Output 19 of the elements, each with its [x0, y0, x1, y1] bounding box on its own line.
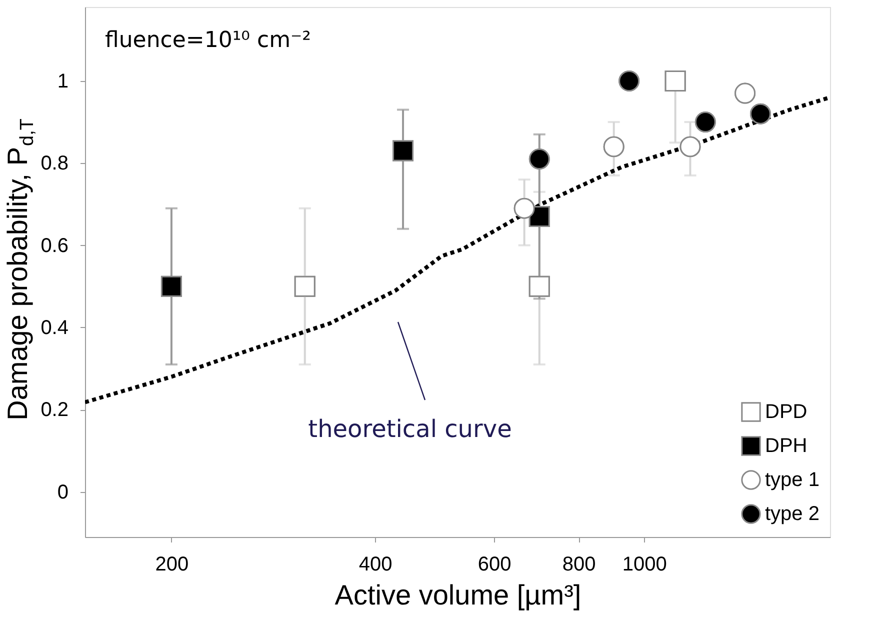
- x-tick-label: 600: [478, 554, 512, 576]
- legend-label: type 1: [765, 469, 820, 491]
- y-tick-label: 0.4: [40, 316, 68, 339]
- x-tick-label: 200: [155, 554, 189, 576]
- x-tick-label: 800: [562, 554, 596, 576]
- y-axis-title: Damage probability, Pd,T: [2, 118, 38, 420]
- x-tick-label: 1000: [622, 554, 667, 576]
- x-tick-label: 400: [358, 554, 392, 576]
- y-tick-label: 1: [57, 70, 68, 92]
- annotation: theoretical curve: [308, 415, 512, 443]
- y-tick-label: 0: [57, 481, 68, 504]
- legend-label: DPH: [765, 435, 808, 457]
- legend-label: DPD: [765, 401, 808, 423]
- y-tick-label: 0.6: [40, 234, 68, 257]
- legend-label: type 2: [765, 503, 820, 525]
- y-tick-label: 0.8: [40, 152, 68, 175]
- x-axis-title: Active volume [µm³]: [334, 580, 582, 610]
- y-tick-label: 0.2: [40, 399, 68, 422]
- annotation: fluence=10¹⁰ cm⁻²: [105, 28, 311, 53]
